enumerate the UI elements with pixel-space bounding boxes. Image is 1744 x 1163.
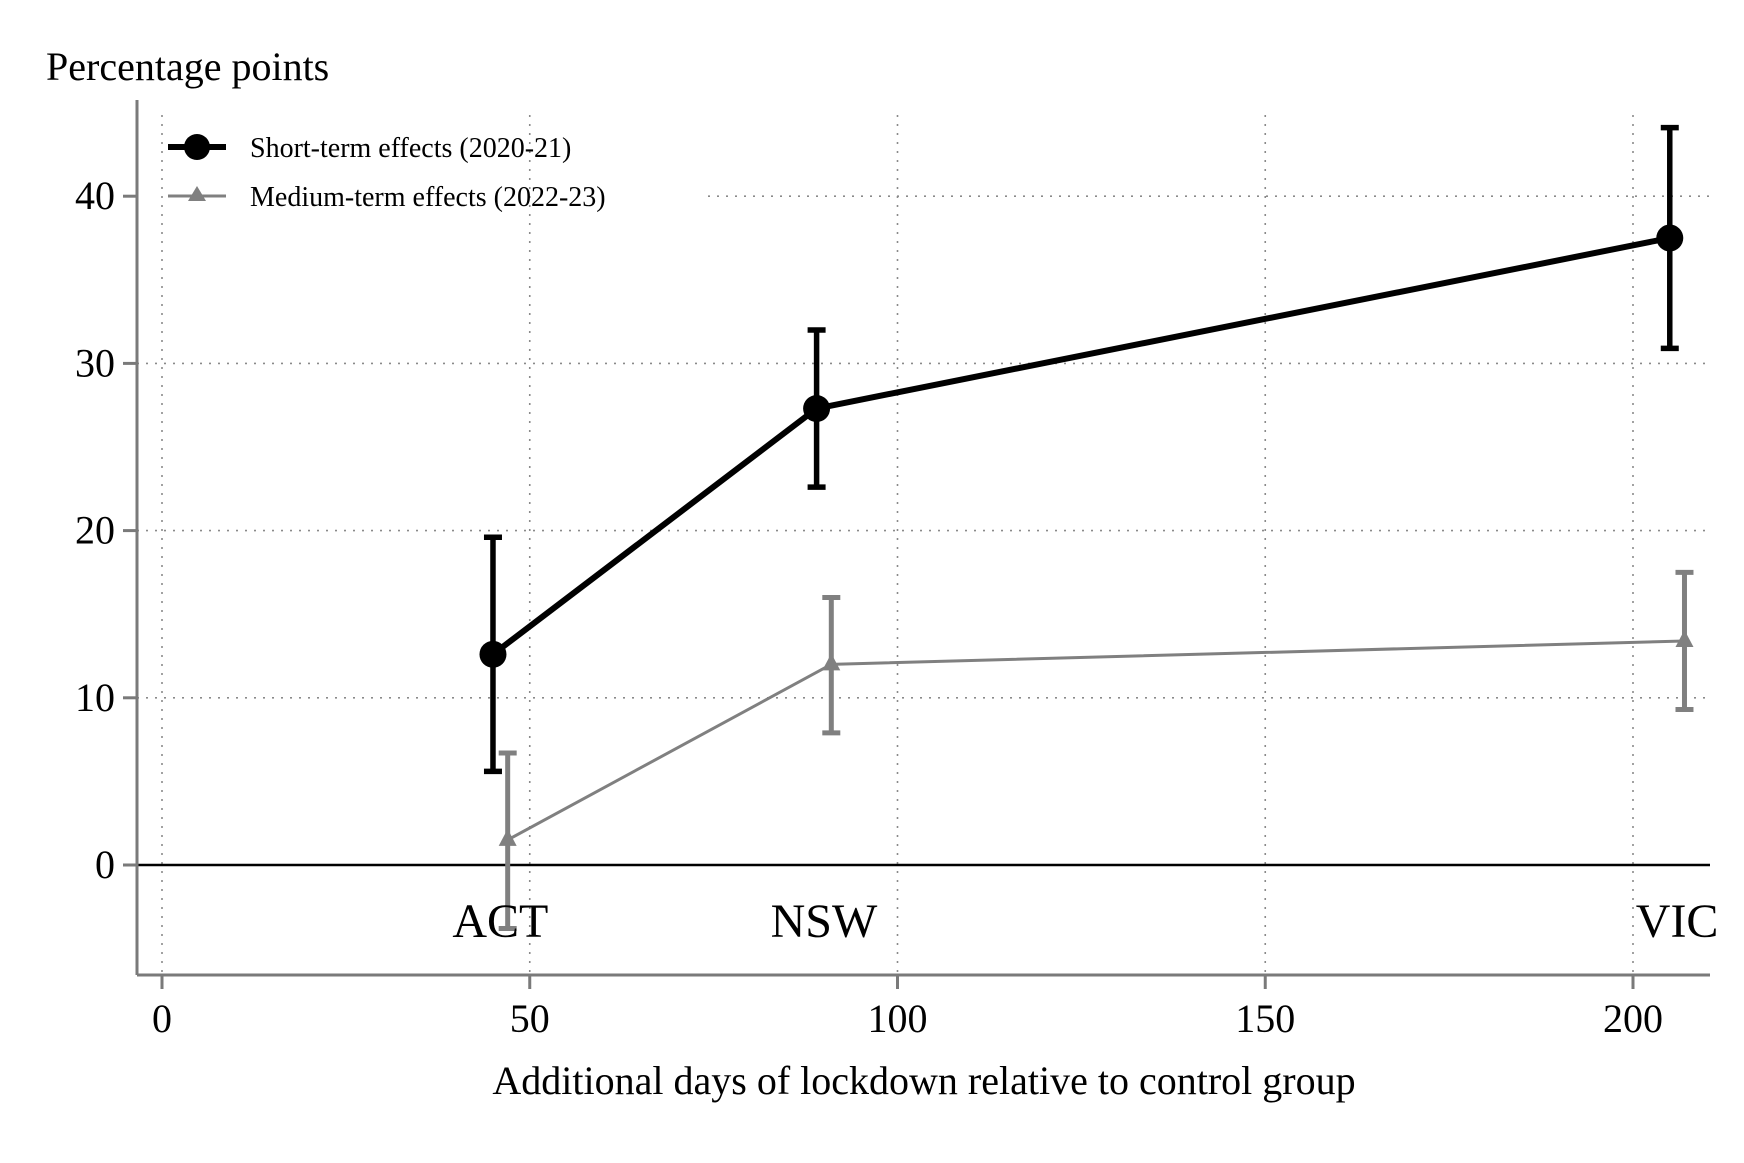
- data-point-triangle: [1675, 629, 1694, 647]
- annotations: ACT NSW VIC: [452, 895, 1718, 948]
- y-tick-label-10: 10: [75, 675, 115, 720]
- series-layer: [479, 124, 1694, 932]
- axes: [135, 100, 1710, 977]
- annotation-act: ACT: [452, 895, 548, 948]
- y-tick-label-20: 20: [75, 508, 115, 553]
- series-line: [491, 235, 1671, 657]
- legend-label-medium-term: Medium-term effects (2022-23): [250, 182, 606, 213]
- tick-labels: 0 10 20 30 40 0 50 100 150 200: [75, 173, 1663, 1041]
- data-point-triangle: [822, 653, 841, 671]
- series-short-term: [479, 124, 1684, 775]
- x-axis-title: Additional days of lockdown relative to …: [492, 1058, 1355, 1103]
- x-tick-label-0: 0: [152, 996, 172, 1041]
- legend-marker-triangle: [188, 186, 206, 201]
- y-tick-label-40: 40: [75, 173, 115, 218]
- y-tick-label-30: 30: [75, 340, 115, 385]
- x-tick-label-100: 100: [868, 996, 928, 1041]
- y-axis-title: Percentage points: [46, 44, 329, 89]
- legend-marker-circle: [184, 134, 210, 160]
- y-tick-label-0: 0: [95, 842, 115, 887]
- series-line: [506, 639, 1685, 842]
- annotation-vic: VIC: [1636, 895, 1719, 948]
- x-tick-label-150: 150: [1235, 996, 1295, 1041]
- x-tick-label-200: 200: [1603, 996, 1663, 1041]
- data-point-circle: [803, 395, 831, 423]
- annotation-nsw: NSW: [771, 895, 878, 948]
- series-medium-term: [498, 569, 1694, 932]
- x-tick-label-50: 50: [510, 996, 550, 1041]
- legend: Short-term effects (2020-21) Medium-term…: [168, 133, 606, 213]
- data-point-circle: [479, 640, 507, 668]
- data-point-triangle: [498, 828, 517, 846]
- data-point-circle: [1656, 224, 1684, 252]
- grid-layer: [137, 115, 1710, 975]
- legend-label-short-term: Short-term effects (2020-21): [250, 133, 571, 164]
